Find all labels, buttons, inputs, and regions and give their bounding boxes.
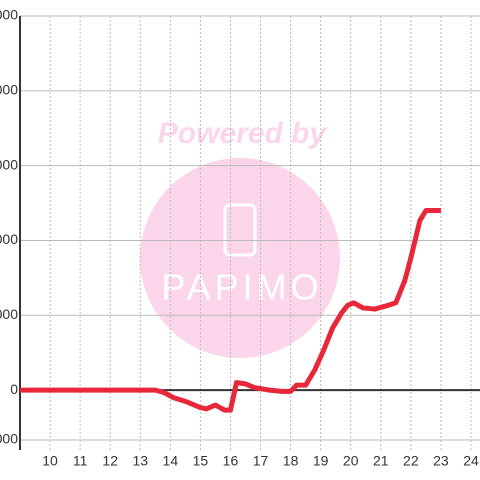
x-tick-label: 11 — [73, 453, 88, 469]
y-tick-label: 30,000 — [0, 306, 18, 322]
x-tick-label: 21 — [373, 453, 389, 469]
x-tick-label: 17 — [253, 453, 269, 469]
watermark-circle — [140, 158, 340, 358]
watermark-icon — [223, 203, 257, 257]
x-tick-label: 18 — [283, 453, 299, 469]
watermark-caption: Powered by — [158, 117, 328, 150]
x-tick-label: 23 — [433, 453, 449, 469]
y-tick-label: 60,000 — [0, 231, 18, 247]
y-tick-label: 0 — [10, 381, 18, 397]
y-tick-label: 90,000 — [0, 156, 18, 172]
x-tick-label: 12 — [102, 453, 118, 469]
y-tick-label: 120,000 — [0, 82, 18, 98]
x-tick-label: 13 — [132, 453, 148, 469]
x-tick-label: 22 — [403, 453, 419, 469]
x-tick-label: 16 — [223, 453, 239, 469]
x-tick-label: 15 — [193, 453, 209, 469]
x-tick-label: 20 — [343, 453, 359, 469]
x-tick-label: 24 — [463, 453, 479, 469]
x-tick-label: 10 — [42, 453, 58, 469]
watermark-brand: PAPIMO — [161, 267, 322, 308]
y-tick-label: 150,000 — [0, 7, 18, 23]
x-tick-label: 14 — [163, 453, 179, 469]
y-tick-label: -20,000 — [0, 431, 18, 447]
watermark: Powered by PAPIMO — [140, 117, 340, 358]
x-tick-label: 19 — [313, 453, 329, 469]
data-line — [20, 208, 441, 413]
